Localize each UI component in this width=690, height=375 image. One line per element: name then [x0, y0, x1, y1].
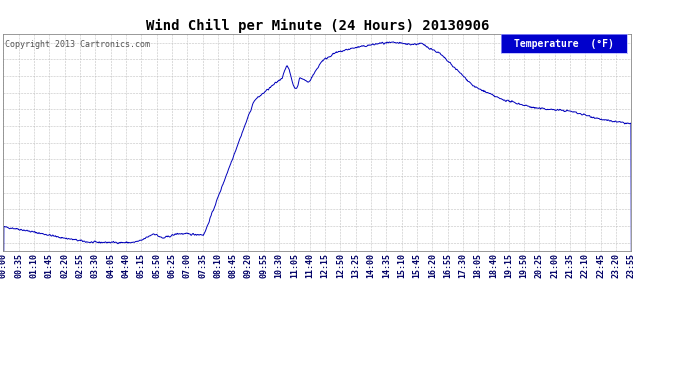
Text: Copyright 2013 Cartronics.com: Copyright 2013 Cartronics.com	[5, 40, 150, 49]
Title: Wind Chill per Minute (24 Hours) 20130906: Wind Chill per Minute (24 Hours) 2013090…	[146, 18, 489, 33]
